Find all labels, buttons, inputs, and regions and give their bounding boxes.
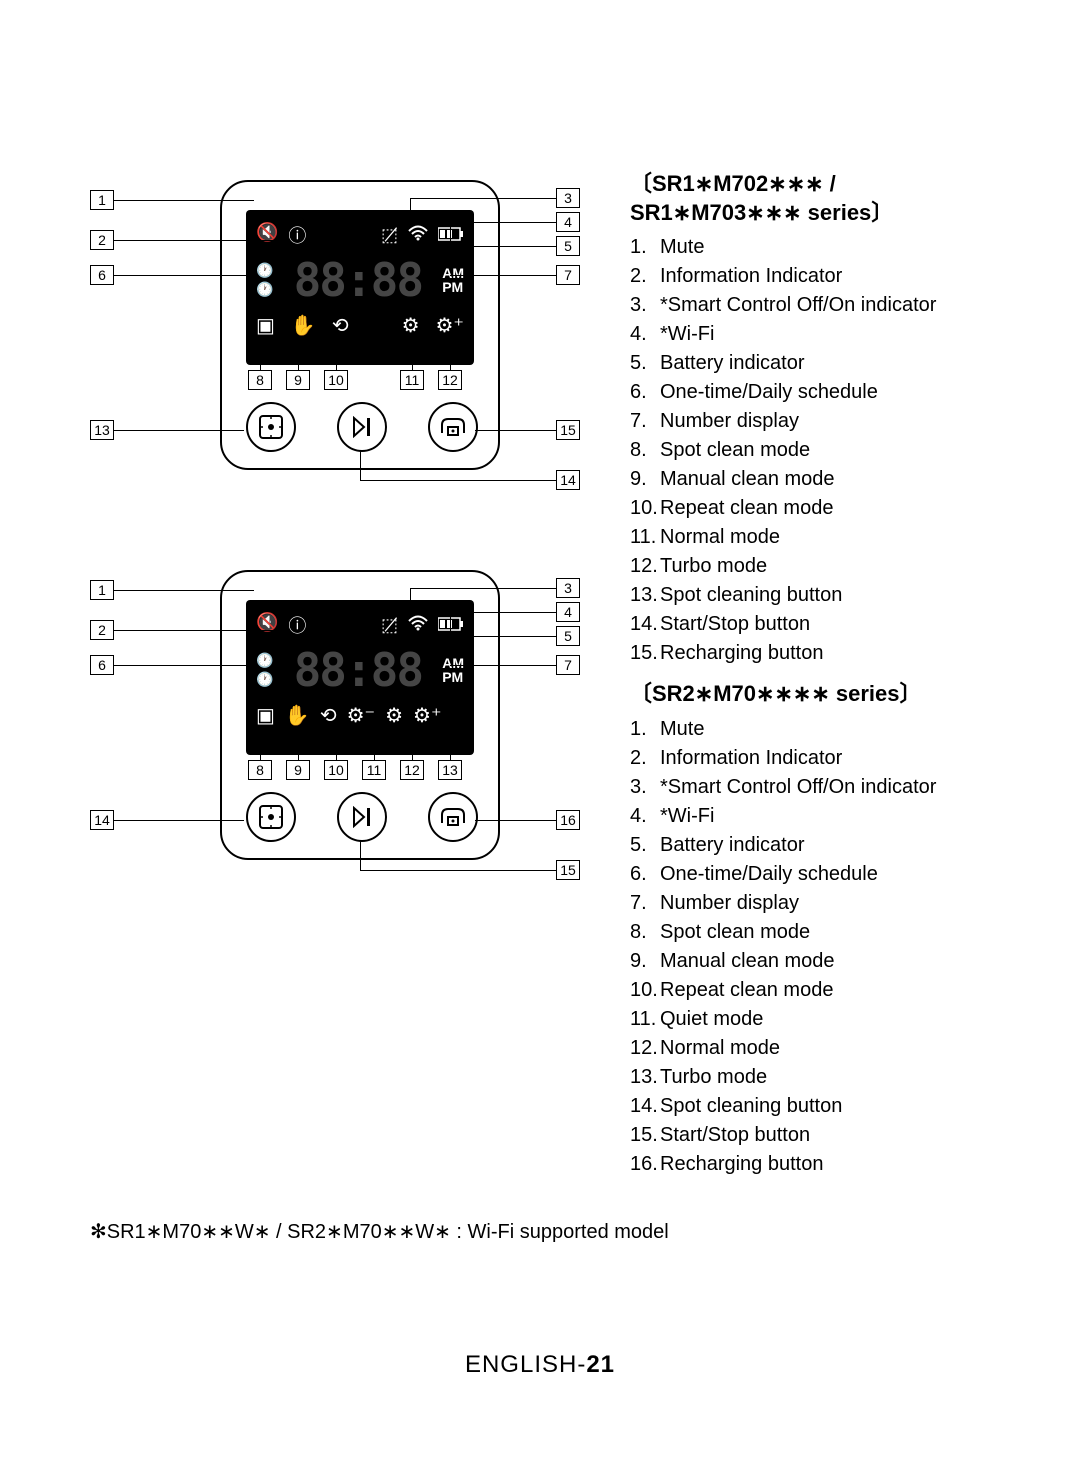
series2-section: 〔SR2∗M70∗∗∗∗ series〕 1.Mute 2.Informatio… xyxy=(630,680,990,1179)
callout-8: 8 xyxy=(248,760,272,780)
callout-1: 1 xyxy=(90,190,114,210)
series1-section: 〔SR1∗M702∗∗∗ / SR1∗M703∗∗∗ series〕 1.Mut… xyxy=(630,170,990,668)
diagram-series1: 🔇 ⓘ ⬚̸ xyxy=(90,170,580,530)
callout-10: 10 xyxy=(324,760,348,780)
callout-13: 13 xyxy=(90,420,114,440)
schedule-icon: 🕐🕐 xyxy=(256,652,273,688)
normal-mode-icon: ⚙ xyxy=(402,313,420,338)
repeat-mode-icon: ⟲ xyxy=(320,703,337,728)
info-icon: ⓘ xyxy=(288,222,306,248)
diagram-series2: 🔇 ⓘ ⬚̸ xyxy=(90,560,580,920)
callout-9: 9 xyxy=(286,370,310,390)
callout-9: 9 xyxy=(286,760,310,780)
ampm-indicator: AM PM xyxy=(442,266,464,294)
callout-3: 3 xyxy=(556,578,580,598)
battery-icon xyxy=(438,615,464,636)
callout-13: 13 xyxy=(438,760,462,780)
callout-16: 16 xyxy=(556,810,580,830)
callout-11: 11 xyxy=(400,370,424,390)
device-outline: 🔇 ⓘ ⬚̸ xyxy=(220,570,500,860)
wifi-icon xyxy=(408,615,428,636)
wifi-footnote: ✻SR1∗M70∗∗W∗ / SR2∗M70∗∗W∗ : Wi-Fi suppo… xyxy=(90,1219,990,1244)
device-outline: 🔇 ⓘ ⬚̸ xyxy=(220,180,500,470)
repeat-mode-icon: ⟲ xyxy=(332,313,349,338)
smart-control-icon: ⬚̸ xyxy=(381,225,398,246)
recharging-button[interactable] xyxy=(428,402,478,452)
series1-legend: 1.Mute 2.Information Indicator 3.*Smart … xyxy=(630,233,990,668)
series2-title: 〔SR2∗M70∗∗∗∗ series〕 xyxy=(630,680,990,709)
callout-3: 3 xyxy=(556,188,580,208)
callout-1: 1 xyxy=(90,580,114,600)
spot-mode-icon: ▣ xyxy=(256,313,275,338)
page-footer: ENGLISH-21 xyxy=(0,1351,1080,1379)
callout-4: 4 xyxy=(556,212,580,232)
number-display: 88:88 xyxy=(273,643,442,697)
callout-2: 2 xyxy=(90,620,114,640)
start-stop-button[interactable] xyxy=(337,792,387,842)
callout-12: 12 xyxy=(400,760,424,780)
callout-7: 7 xyxy=(556,265,580,285)
callout-7: 7 xyxy=(556,655,580,675)
callout-6: 6 xyxy=(90,265,114,285)
callout-6: 6 xyxy=(90,655,114,675)
ampm-indicator: AM PM xyxy=(442,656,464,684)
callout-5: 5 xyxy=(556,626,580,646)
schedule-icon: 🕐🕐 xyxy=(256,262,273,298)
series2-legend: 1.Mute 2.Information Indicator 3.*Smart … xyxy=(630,715,990,1179)
lcd-panel: 🔇 ⓘ ⬚̸ xyxy=(246,600,474,755)
turbo-mode-icon: ⚙⁺ xyxy=(413,703,442,728)
callout-4: 4 xyxy=(556,602,580,622)
manual-mode-icon: ✋ xyxy=(291,313,316,338)
smart-control-icon: ⬚̸ xyxy=(381,615,398,636)
number-display: 88:88 xyxy=(273,253,442,307)
callout-15: 15 xyxy=(556,420,580,440)
quiet-mode-icon: ⚙⁻ xyxy=(347,703,376,728)
callout-11: 11 xyxy=(362,760,386,780)
manual-mode-icon: ✋ xyxy=(285,703,310,728)
mute-icon: 🔇 xyxy=(256,612,278,638)
start-stop-button[interactable] xyxy=(337,402,387,452)
recharging-button[interactable] xyxy=(428,792,478,842)
spot-mode-icon: ▣ xyxy=(256,703,275,728)
info-icon: ⓘ xyxy=(288,612,306,638)
lcd-panel: 🔇 ⓘ ⬚̸ xyxy=(246,210,474,365)
callout-15: 15 xyxy=(556,860,580,880)
callout-10: 10 xyxy=(324,370,348,390)
callout-14: 14 xyxy=(556,470,580,490)
series1-title: 〔SR1∗M702∗∗∗ / SR1∗M703∗∗∗ series〕 xyxy=(630,170,990,227)
battery-icon xyxy=(438,225,464,246)
callout-5: 5 xyxy=(556,236,580,256)
turbo-mode-icon: ⚙⁺ xyxy=(436,313,465,338)
callout-12: 12 xyxy=(438,370,462,390)
callout-8: 8 xyxy=(248,370,272,390)
callout-2: 2 xyxy=(90,230,114,250)
normal-mode-icon: ⚙ xyxy=(385,703,403,728)
callout-14: 14 xyxy=(90,810,114,830)
spot-cleaning-button[interactable] xyxy=(246,792,296,842)
wifi-icon xyxy=(408,225,428,246)
spot-cleaning-button[interactable] xyxy=(246,402,296,452)
mute-icon: 🔇 xyxy=(256,222,278,248)
